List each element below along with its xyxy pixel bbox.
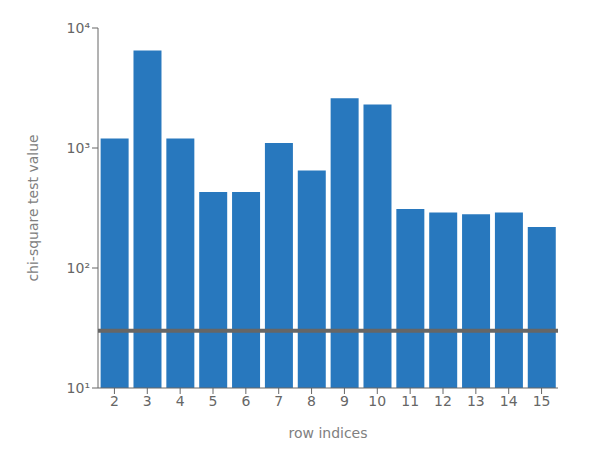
svg-text:10³: 10³ bbox=[67, 140, 90, 156]
svg-text:3: 3 bbox=[143, 393, 152, 409]
svg-text:row indices: row indices bbox=[288, 425, 367, 441]
svg-text:4: 4 bbox=[176, 393, 185, 409]
svg-text:7: 7 bbox=[274, 393, 283, 409]
svg-text:10²: 10² bbox=[67, 260, 90, 276]
svg-text:chi-square test value: chi-square test value bbox=[25, 134, 41, 281]
svg-text:5: 5 bbox=[209, 393, 218, 409]
svg-text:14: 14 bbox=[500, 393, 518, 409]
svg-text:8: 8 bbox=[307, 393, 316, 409]
svg-text:6: 6 bbox=[241, 393, 250, 409]
svg-text:10: 10 bbox=[368, 393, 386, 409]
svg-text:9: 9 bbox=[340, 393, 349, 409]
svg-text:2: 2 bbox=[110, 393, 119, 409]
svg-text:12: 12 bbox=[434, 393, 452, 409]
svg-text:10¹: 10¹ bbox=[67, 380, 90, 396]
svg-text:11: 11 bbox=[401, 393, 419, 409]
svg-text:13: 13 bbox=[467, 393, 485, 409]
svg-text:15: 15 bbox=[533, 393, 551, 409]
svg-text:10⁴: 10⁴ bbox=[67, 20, 91, 36]
